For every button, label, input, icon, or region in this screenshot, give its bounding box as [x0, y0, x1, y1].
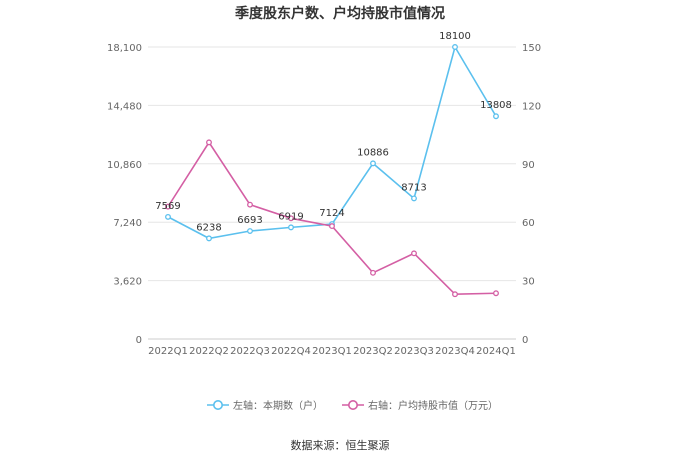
- axes: 0 0 3,620 30 7,240 60 10,860 90 14,480 120 18,100 1…: [107, 43, 541, 357]
- left-axis-tick-label: 18,100: [107, 43, 142, 54]
- data-label: 8713: [401, 182, 426, 193]
- left-axis-tick-label: 14,480: [107, 101, 142, 112]
- x-axis-tick-label: 2022Q2: [189, 346, 229, 357]
- series-point-1: [452, 291, 458, 298]
- series-point-1: [329, 223, 335, 230]
- data-source: 数据来源：恒生聚源: [290, 439, 390, 452]
- x-axis-tick-label: 2023Q2: [353, 346, 393, 357]
- series-point-0: [247, 228, 253, 234]
- legend-label-0: 左轴：本期数（户）: [233, 399, 323, 412]
- right-axis-tick-label: 30: [522, 277, 535, 288]
- series-point-1: [411, 250, 417, 257]
- series-point-0: [411, 195, 417, 202]
- series-point-0: [493, 113, 499, 120]
- x-axis-tick-label: 2024Q1: [476, 346, 516, 357]
- x-axis-tick-label: 2023Q3: [394, 346, 434, 357]
- series-point-1: [370, 269, 376, 276]
- left-axis-tick-label: 0: [136, 335, 142, 346]
- series-point-1: [165, 203, 171, 210]
- right-axis-tick-label: 60: [522, 218, 535, 229]
- right-axis-tick-label: 90: [522, 160, 535, 171]
- series-point-1: [288, 215, 294, 222]
- series-point-0: [288, 224, 294, 231]
- series-lines: [165, 44, 499, 298]
- data-label: 10886: [357, 147, 389, 158]
- data-label: 6693: [237, 215, 262, 226]
- chart-title: 季度股东户数、户均持股市值情况: [235, 6, 445, 22]
- x-axis-tick-label: 2022Q3: [230, 346, 270, 357]
- legend-marker-1: [347, 399, 358, 410]
- right-axis-tick-label: 120: [522, 101, 541, 112]
- legend: 左轴：本期数（户） 右轴：户均持股市值（万元）: [207, 399, 498, 412]
- data-labels: 7569 6238 6693 6919 7124 10886 8713 18100 13808: [155, 31, 512, 233]
- series-point-0: [206, 235, 212, 242]
- legend-marker-0: [213, 399, 224, 410]
- data-label: 6919: [278, 211, 303, 222]
- gridlines: [148, 46, 516, 340]
- legend-label-1: 右轴：户均持股市值（万元）: [368, 399, 498, 412]
- data-label: 7569: [155, 201, 180, 212]
- left-axis-tick-label: 3,620: [113, 277, 142, 288]
- series-point-1: [247, 201, 253, 208]
- x-axis-tick-label: 2022Q4: [271, 346, 311, 357]
- series-point-1: [493, 290, 499, 297]
- left-axis-tick-label: 10,860: [107, 160, 142, 171]
- x-axis-tick-label: 2022Q1: [148, 346, 188, 357]
- x-axis-tick-label: 2023Q1: [312, 346, 352, 357]
- data-label: 18100: [439, 31, 471, 42]
- right-axis-tick-label: 0: [522, 335, 528, 346]
- x-axis-tick-label: 2023Q4: [435, 346, 475, 357]
- left-axis-tick-label: 7,240: [113, 218, 142, 229]
- series-point-0: [165, 213, 171, 220]
- data-label: 13808: [480, 100, 512, 111]
- series-point-1: [206, 139, 212, 146]
- data-label: 6238: [196, 222, 221, 233]
- right-axis-tick-label: 150: [522, 43, 541, 54]
- series-point-0: [370, 160, 376, 167]
- data-label: 7124: [319, 208, 344, 219]
- series-point-0: [452, 44, 458, 50]
